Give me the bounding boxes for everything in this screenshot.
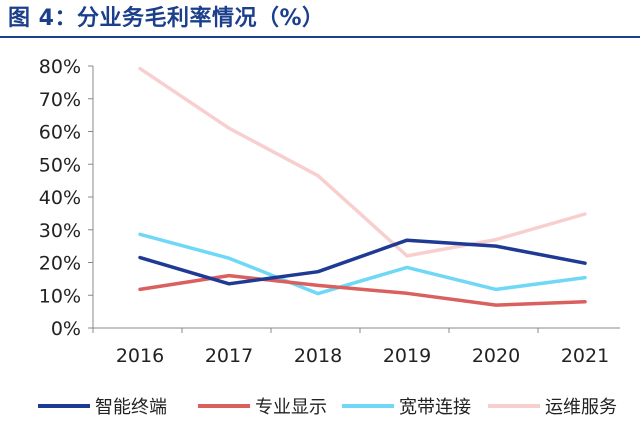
- legend-label-2: 专业显示: [255, 397, 327, 418]
- y-tick-label: 40%: [39, 187, 81, 209]
- y-tick-label: 30%: [39, 220, 81, 242]
- y-tick-label: 80%: [39, 56, 81, 78]
- legend-label-3: 宽带连接: [399, 397, 471, 418]
- series-line-1: [138, 238, 587, 286]
- y-tick-label: 70%: [39, 89, 81, 111]
- x-tick-label: 2019: [383, 345, 431, 367]
- legend-label-4: 运维服务: [545, 397, 617, 418]
- y-tick-label: 20%: [39, 253, 81, 275]
- page-title: 图 4：分业务毛利率情况（%）: [8, 6, 325, 31]
- x-tick-label: 2018: [294, 345, 342, 367]
- title-underline: [0, 36, 640, 38]
- series-line-4: [138, 66, 587, 258]
- x-tick-label: 2017: [205, 345, 253, 367]
- x-tick-label: 2020: [472, 345, 520, 367]
- y-tick-label: 10%: [39, 285, 81, 307]
- series-line-3: [138, 232, 587, 296]
- y-tick-label: 50%: [39, 154, 81, 176]
- legend-label-1: 智能终端: [95, 397, 167, 418]
- x-tick-label: 2016: [116, 345, 164, 367]
- y-tick-label: 0%: [51, 318, 81, 340]
- y-tick-label: 60%: [39, 122, 81, 144]
- x-tick-label: 2021: [561, 345, 609, 367]
